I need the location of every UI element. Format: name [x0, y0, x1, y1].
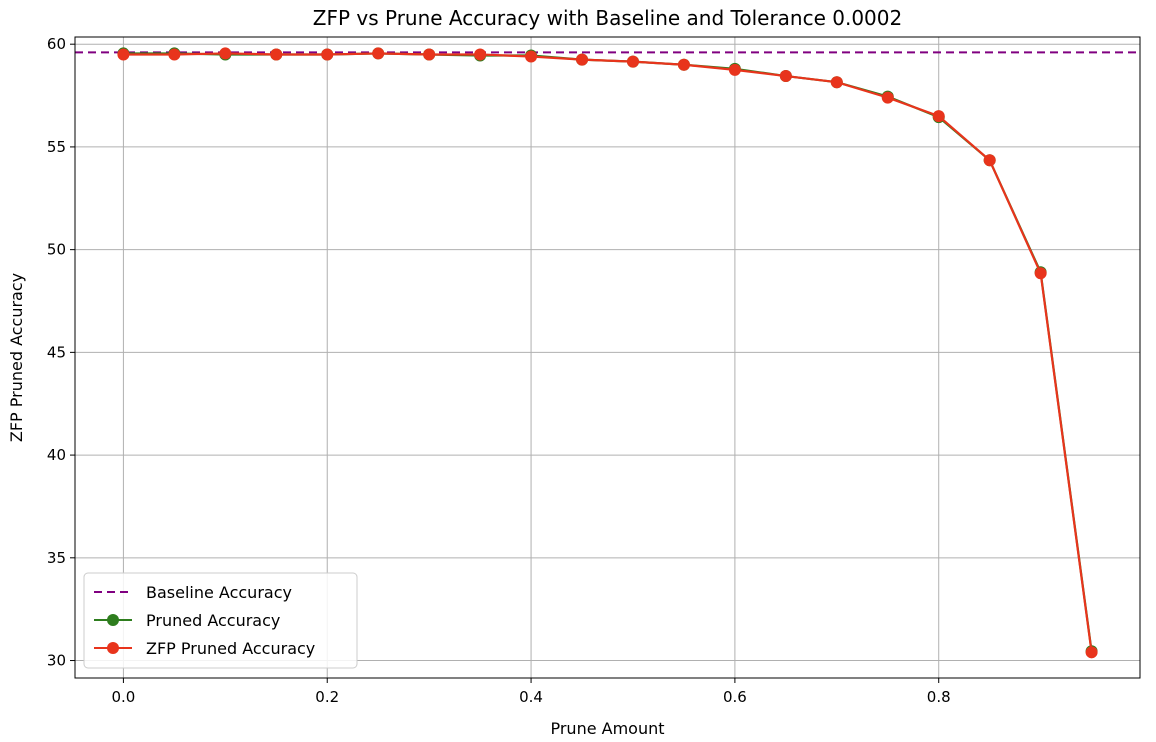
- series-1-point: [219, 47, 232, 60]
- y-tick-label: 35: [47, 549, 66, 567]
- series-1-point: [1034, 267, 1047, 280]
- legend-label: Pruned Accuracy: [146, 611, 280, 630]
- y-tick-label: 55: [47, 138, 66, 156]
- x-axis-label: Prune Amount: [550, 719, 664, 738]
- series-1-point: [372, 47, 385, 60]
- y-axis-label: ZFP Pruned Accuracy: [7, 273, 26, 442]
- legend: Baseline Accuracy Pruned Accuracy ZFP Prun…: [83, 572, 358, 669]
- series-1-point: [168, 48, 181, 61]
- x-tick-label: 0.4: [519, 688, 543, 706]
- plot-series: [75, 47, 1140, 659]
- series-1-point: [576, 53, 589, 66]
- series-1-point: [270, 48, 283, 61]
- legend-swatch-marker: [107, 642, 119, 654]
- plot-frame: [74, 36, 1141, 679]
- series-1-point: [983, 154, 996, 167]
- y-tick-label: 40: [47, 446, 66, 464]
- series-1-point: [626, 55, 639, 68]
- legend-box: [83, 572, 358, 669]
- x-axis-ticks: 0.0 0.2 0.4 0.6 0.8: [111, 678, 951, 706]
- series-1-point: [525, 50, 538, 63]
- x-tick-label: 0.6: [723, 688, 747, 706]
- series-1-point: [677, 58, 690, 71]
- series-1-point: [117, 48, 130, 61]
- y-tick-label: 45: [47, 343, 66, 361]
- series-1-point: [830, 76, 843, 89]
- legend-swatch-marker: [107, 614, 119, 626]
- series-1-point: [1085, 646, 1098, 659]
- legend-label: ZFP Pruned Accuracy: [146, 639, 315, 658]
- x-tick-label: 0.2: [315, 688, 339, 706]
- x-tick-label: 0.0: [111, 688, 135, 706]
- series-1-point: [728, 63, 741, 76]
- y-tick-label: 30: [47, 652, 66, 670]
- series-1-point: [321, 48, 334, 61]
- series-line-1: [123, 52, 1093, 653]
- chart-title: ZFP vs Prune Accuracy with Baseline and …: [313, 6, 902, 30]
- series-1-point: [932, 110, 945, 123]
- series-1-point: [423, 48, 436, 61]
- series-1-point: [474, 48, 487, 61]
- y-tick-label: 60: [47, 35, 66, 53]
- y-tick-label: 50: [47, 241, 66, 259]
- y-axis-ticks: 30 35 40 45 50 55 60: [47, 35, 75, 670]
- series-1-point: [779, 70, 792, 83]
- x-tick-label: 0.8: [927, 688, 951, 706]
- series-1-point: [881, 91, 894, 104]
- legend-label: Baseline Accuracy: [146, 583, 292, 602]
